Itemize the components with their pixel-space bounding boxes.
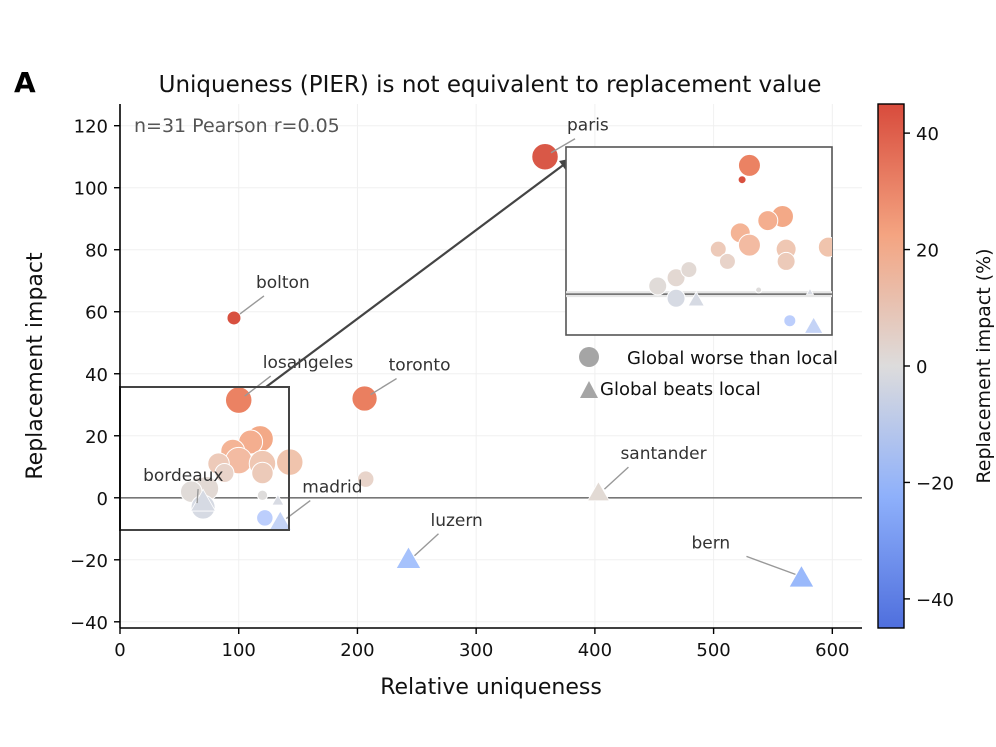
point-label-bolton: bolton <box>256 273 310 293</box>
colorbar-tick-label: 40 <box>916 124 939 145</box>
label-leader-bordeaux <box>196 489 199 504</box>
inset-point-18 <box>783 314 797 328</box>
y-tick-label: 100 <box>74 179 108 200</box>
point-label-madrid: madrid <box>302 478 362 498</box>
y-tick-label: 80 <box>85 241 108 262</box>
data-point-toronto <box>351 385 378 412</box>
panel-label: A <box>14 66 36 99</box>
point-label-luzern: luzern <box>430 511 482 531</box>
inset-point-7 <box>817 236 832 258</box>
data-point-p19 <box>271 493 285 506</box>
x-tick-label: 600 <box>815 640 849 661</box>
point-label-santander: santander <box>620 444 706 464</box>
colorbar-ticks: −40 −20 0 20 40 <box>904 124 954 611</box>
axes <box>119 104 862 629</box>
y-tick-label: 20 <box>85 427 108 448</box>
inset-point-17 <box>687 291 705 307</box>
x-tick-label: 400 <box>578 640 612 661</box>
colorbar-gradient <box>877 103 905 629</box>
legend-label-triangle: Global beats local <box>600 379 761 400</box>
legend-circle-marker <box>579 347 599 367</box>
data-point-p18 <box>256 489 269 501</box>
inset-point-8 <box>776 251 796 271</box>
chart-title: Uniqueness (PIER) is not equivalent to r… <box>159 72 822 98</box>
legend-label-circle: Global worse than local <box>627 348 838 369</box>
stats-annotation: n=31 Pearson r=0.05 <box>134 115 340 137</box>
colorbar-tick-label: −20 <box>916 473 954 494</box>
inset-point-19 <box>803 316 824 334</box>
data-points <box>179 142 815 588</box>
inset-point-13 <box>648 276 668 296</box>
data-point-p17 <box>357 470 375 488</box>
label-leader-madrid <box>285 500 311 520</box>
point-label-toronto: toronto <box>389 356 451 376</box>
x-tick-label: 0 <box>114 640 125 661</box>
x-ticks: 0 100 200 300 400 500 600 <box>114 628 849 661</box>
inset-point-11 <box>666 268 686 288</box>
data-point-luzern <box>395 546 422 569</box>
y-ticks: −40 −20 0 20 40 60 80 100 120 <box>70 117 120 634</box>
colorbar-tick-label: 0 <box>916 357 927 378</box>
inset-point-12 <box>680 261 698 279</box>
y-axis-label: Replacement impact <box>23 252 48 480</box>
label-leader-santander <box>603 466 629 490</box>
inset-point-5 <box>737 233 761 257</box>
inset-point-14 <box>755 286 763 294</box>
label-leader-luzern <box>414 533 439 557</box>
inset-point-10 <box>718 252 736 270</box>
legend-triangle-marker <box>580 381 598 398</box>
data-point-paris <box>531 142 559 171</box>
data-point-bern <box>788 564 815 588</box>
inset-point-1 <box>737 175 747 185</box>
inset-point-9 <box>709 240 727 258</box>
point-labels: paris toronto losangeles bolton bordeaux madr… <box>143 116 796 576</box>
x-tick-label: 200 <box>340 640 374 661</box>
legend: Global worse than local Global beats loc… <box>579 347 838 400</box>
inset-point-16 <box>666 288 686 308</box>
x-tick-label: 100 <box>222 640 256 661</box>
colorbar: −40 −20 0 20 40 Replacement impact (%) <box>877 103 995 629</box>
data-point-p22 <box>256 509 274 527</box>
y-tick-label: 0 <box>97 489 108 510</box>
x-tick-label: 300 <box>459 640 493 661</box>
x-axis-label: Relative uniqueness <box>380 675 602 700</box>
label-leader-bern <box>746 555 796 576</box>
point-label-paris: paris <box>567 116 609 136</box>
data-point-p13 <box>214 462 235 483</box>
colorbar-label: Replacement impact (%) <box>973 248 995 483</box>
x-tick-label: 500 <box>696 640 730 661</box>
point-label-bern: bern <box>691 533 730 553</box>
data-point-p11 <box>251 461 274 485</box>
inset-points <box>648 153 832 334</box>
y-tick-label: −20 <box>70 551 108 572</box>
point-label-bordeaux: bordeaux <box>143 466 223 486</box>
inset-reference-line <box>566 291 832 298</box>
data-point-santander <box>586 480 611 502</box>
colorbar-tick-label: 20 <box>916 241 939 262</box>
y-tick-label: 40 <box>85 365 108 386</box>
data-point-losangeles <box>224 386 253 414</box>
y-tick-label: −40 <box>70 613 108 634</box>
data-point-bolton <box>226 310 242 326</box>
inset-point-15 <box>805 287 815 295</box>
y-tick-label: 120 <box>74 117 108 138</box>
colorbar-tick-label: −40 <box>916 590 954 611</box>
label-leader-paris <box>550 138 576 154</box>
inset-point-0 <box>737 153 761 177</box>
label-leader-toronto <box>370 377 397 396</box>
inset-panel <box>565 146 833 336</box>
y-tick-label: 60 <box>85 303 108 324</box>
inset-point-3 <box>757 210 779 232</box>
point-label-losangeles: losangeles <box>263 353 354 373</box>
zoom-arrow <box>265 162 567 388</box>
label-leader-bolton <box>239 295 265 315</box>
